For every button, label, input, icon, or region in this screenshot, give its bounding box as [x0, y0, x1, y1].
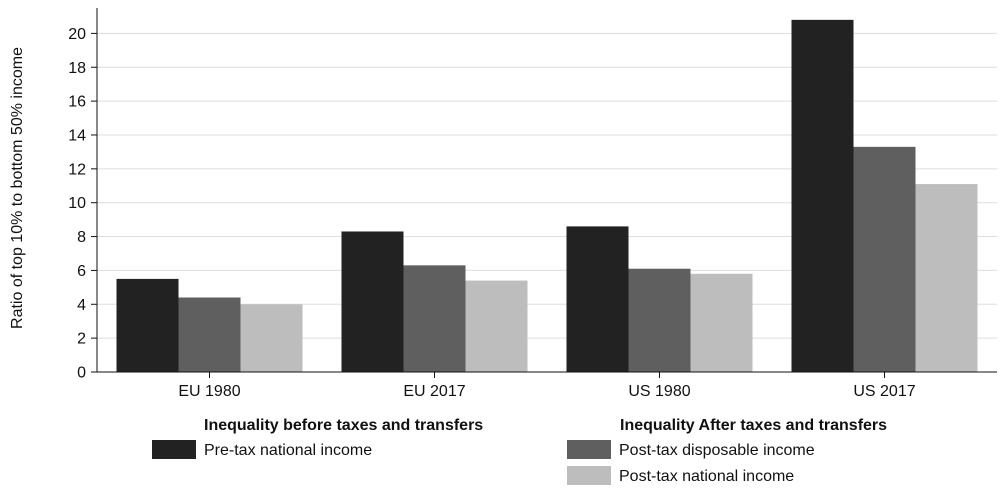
bar [403, 265, 466, 372]
legend: Inequality before taxes and transfers Pre… [152, 417, 887, 485]
y-tick-label: 12 [68, 161, 86, 178]
y-tick-label: 18 [68, 60, 86, 77]
bar [566, 226, 629, 372]
y-tick-label: 8 [77, 229, 86, 246]
y-tick-label: 6 [77, 263, 86, 280]
legend-label: Post-tax national income [619, 468, 794, 485]
legend-swatch [567, 440, 611, 459]
legend-swatch [152, 440, 196, 459]
legend-swatch [567, 466, 611, 485]
bar [465, 280, 528, 372]
bar [853, 146, 916, 372]
bar [178, 297, 241, 372]
legend-heading: Inequality After taxes and transfers [620, 417, 887, 434]
bar [791, 19, 854, 372]
bar [341, 231, 404, 372]
bar [690, 273, 753, 372]
y-tick-label: 20 [68, 26, 86, 43]
y-tick-label: 16 [68, 94, 86, 111]
y-tick-label: 0 [77, 365, 86, 382]
y-tick-label: 4 [77, 297, 86, 314]
y-tick-label: 2 [77, 331, 86, 348]
x-ticks: EU 1980 EU 2017 US 1980 US 2017 [178, 372, 916, 400]
x-tick-label: EU 1980 [178, 383, 240, 400]
bar [116, 278, 179, 372]
bar [628, 268, 691, 372]
x-tick-label: US 1980 [628, 383, 690, 400]
bars [116, 19, 978, 372]
y-ticks: 0 2 4 6 8 10 12 14 16 18 20 [68, 26, 97, 382]
legend-label: Pre-tax national income [204, 442, 372, 459]
x-tick-label: EU 2017 [403, 383, 465, 400]
bar [915, 184, 978, 372]
y-tick-label: 14 [68, 127, 86, 144]
legend-heading: Inequality before taxes and transfers [204, 417, 483, 434]
y-tick-label: 10 [68, 195, 86, 212]
x-tick-label: US 2017 [853, 383, 915, 400]
axes [96, 8, 997, 373]
legend-label: Post-tax disposable income [619, 442, 815, 459]
bar [240, 304, 303, 372]
y-axis-title: Ratio of top 10% to bottom 50% income [9, 47, 26, 329]
